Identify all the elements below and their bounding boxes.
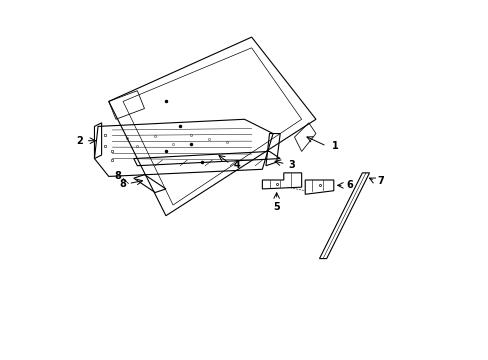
Text: 1: 1: [331, 141, 338, 151]
Text: 2: 2: [76, 136, 83, 146]
Text: 8: 8: [119, 179, 125, 189]
Text: 7: 7: [377, 176, 384, 186]
Text: 4: 4: [233, 160, 240, 170]
Text: 8: 8: [114, 171, 121, 181]
Text: 3: 3: [288, 159, 295, 170]
Text: 5: 5: [273, 202, 280, 212]
Text: 6: 6: [345, 180, 352, 190]
